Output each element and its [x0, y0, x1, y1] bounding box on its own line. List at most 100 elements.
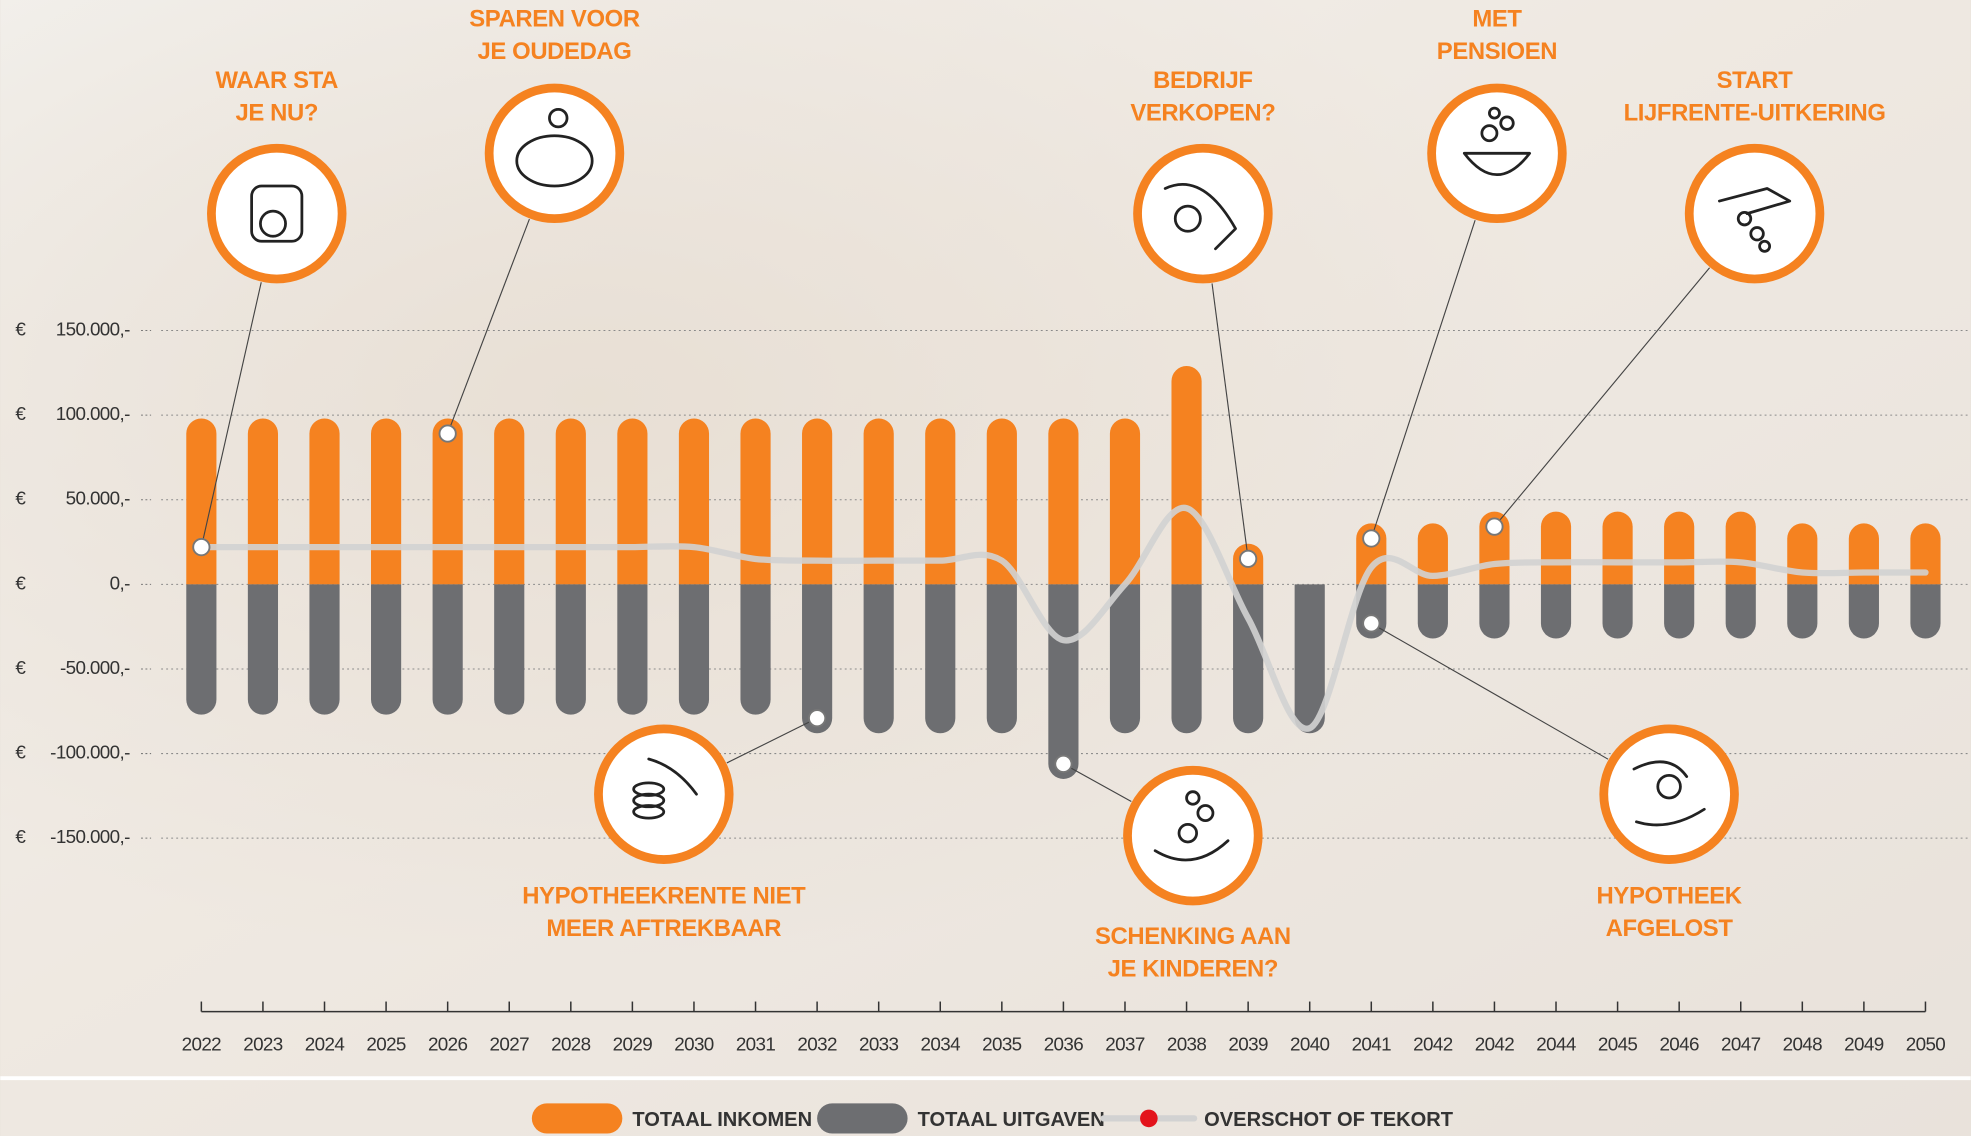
bar [494, 418, 524, 584]
bar [371, 418, 401, 584]
anchor-marker [1363, 615, 1379, 631]
bar [556, 584, 586, 714]
currency-symbol: € [15, 657, 26, 678]
bar [1541, 512, 1571, 585]
y-tick-label: -150.000,- [50, 826, 130, 847]
anchor-marker [809, 710, 825, 726]
annotation-text: JE NU? [235, 100, 318, 127]
annotation-icon [1138, 148, 1269, 279]
anchor-marker [1363, 530, 1379, 546]
x-tick-label: 2030 [674, 1034, 714, 1055]
bar [433, 584, 463, 714]
x-tick-label: 2029 [613, 1034, 653, 1055]
bar [309, 584, 339, 714]
annotation-icon [1689, 148, 1820, 279]
legend-swatch-dot [1140, 1110, 1158, 1128]
currency-symbol: € [15, 572, 26, 593]
y-tick-label: 50.000,- [66, 488, 130, 509]
bar [556, 418, 586, 584]
x-tick-label: 2039 [1228, 1034, 1268, 1055]
x-tick-label: 2046 [1659, 1034, 1699, 1055]
legend-label: OVERSCHOT OF TEKORT [1204, 1109, 1454, 1131]
anchor-marker [1486, 518, 1502, 534]
x-tick-label: 2040 [1290, 1034, 1330, 1055]
anchor-marker [1055, 756, 1071, 772]
annotation-text: VERKOPEN? [1130, 100, 1275, 127]
x-tick-label: 2047 [1721, 1034, 1761, 1055]
x-tick-label: 2035 [982, 1034, 1022, 1055]
y-tick-label: 150.000,- [56, 318, 130, 339]
x-tick-label: 2044 [1536, 1034, 1576, 1055]
x-tick-label: 2050 [1906, 1034, 1946, 1055]
page: {"chart_data": { "type": "bar", "currenc… [0, 0, 1971, 1136]
annotation-text: MEER AFTREKBAAR [546, 915, 781, 942]
icon-ring [489, 88, 620, 219]
currency-symbol: € [15, 826, 26, 847]
bar [1664, 512, 1694, 585]
annotation-text: LIJFRENTE-UITKERING [1624, 100, 1886, 127]
annotation-text: START [1717, 67, 1794, 94]
bar [433, 418, 463, 584]
annotation-icon [211, 148, 342, 279]
annotation-text: MET [1472, 5, 1522, 32]
bar [1171, 366, 1201, 584]
annotation-text: SPAREN VOOR [469, 5, 640, 32]
bar [740, 584, 770, 714]
annotation-text: JE OUDEDAG [477, 38, 631, 65]
x-tick-label: 2023 [243, 1034, 283, 1055]
bar [617, 584, 647, 714]
currency-symbol: € [15, 488, 26, 509]
x-tick-label: 2027 [490, 1034, 530, 1055]
bar [1048, 584, 1078, 779]
anchor-marker [439, 425, 455, 441]
annotation-text: AFGELOST [1606, 915, 1734, 942]
x-tick-label: 2042 [1413, 1034, 1453, 1055]
annotation-text: SCHENKING AAN [1095, 923, 1291, 950]
legend-label: TOTAAL INKOMEN [632, 1109, 812, 1131]
annotation-icon [1604, 729, 1735, 860]
bar [494, 584, 524, 714]
bar [371, 584, 401, 714]
annotation-text: WAAR STA [216, 67, 339, 94]
annotation-text: BEDRIJF [1153, 67, 1252, 94]
y-tick-label: -50.000,- [60, 657, 130, 678]
annotation-icon [489, 88, 620, 219]
x-tick-label: 2041 [1352, 1034, 1392, 1055]
bar [248, 584, 278, 714]
currency-symbol: € [15, 742, 26, 763]
bar [1849, 584, 1879, 638]
x-tick-label: 2036 [1044, 1034, 1084, 1055]
legend-swatch [532, 1103, 622, 1133]
y-tick-label: -100.000,- [50, 742, 130, 763]
bar [1910, 584, 1940, 638]
annotation-text: PENSIOEN [1437, 38, 1557, 65]
x-tick-label: 2042 [1475, 1034, 1515, 1055]
icon-ring [1604, 729, 1735, 860]
bar [1110, 418, 1140, 584]
legend-swatch [817, 1103, 907, 1133]
x-tick-label: 2045 [1598, 1034, 1638, 1055]
x-tick-label: 2033 [859, 1034, 899, 1055]
bar [864, 584, 894, 733]
bar [925, 584, 955, 733]
bar [1479, 584, 1509, 638]
x-tick-label: 2032 [797, 1034, 837, 1055]
bar [1726, 584, 1756, 638]
icon-ring [1689, 148, 1820, 279]
legend-label: TOTAAL UITGAVEN [918, 1109, 1105, 1131]
bar [186, 584, 216, 714]
x-tick-label: 2024 [305, 1034, 345, 1055]
bar [1233, 584, 1263, 733]
annotation-text: HYPOTHEEKRENTE NIET [522, 883, 806, 910]
bar [1603, 584, 1633, 638]
bar [987, 584, 1017, 733]
bar [617, 418, 647, 584]
bar [1418, 584, 1448, 638]
bar [1048, 418, 1078, 584]
bar [1541, 584, 1571, 638]
annotation-text: JE KINDEREN? [1108, 955, 1278, 982]
bar [1726, 512, 1756, 585]
icon-ring [211, 148, 342, 279]
icon-ring [598, 729, 729, 860]
x-tick-label: 2034 [921, 1034, 961, 1055]
